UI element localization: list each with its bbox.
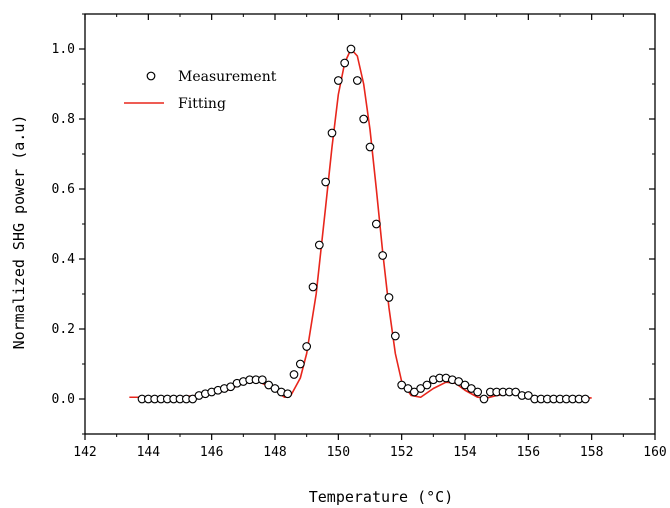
measurement-point: [378, 251, 388, 260]
x-tick-label: 156: [517, 445, 540, 460]
measurement-point: [295, 359, 305, 369]
measurement-point: [289, 370, 299, 379]
y-axis-title: Normalized SHG power (a.u): [10, 115, 28, 350]
measurement-point: [327, 128, 337, 138]
plot-frame: [84, 13, 656, 435]
measurement-point: [314, 240, 324, 250]
y-tick-label: 0.8: [52, 112, 75, 127]
measurement-series: [137, 44, 590, 404]
measurement-point: [384, 293, 394, 302]
measurement-point: [390, 331, 400, 341]
measurement-point: [340, 58, 350, 68]
x-tick-label: 144: [137, 445, 161, 460]
measurement-point: [352, 76, 362, 85]
x-axis-title: Temperature (°C): [309, 488, 454, 506]
legend-label-measurement: Measurement: [178, 69, 277, 85]
plot-area-border: [84, 13, 656, 435]
measurement-point: [333, 76, 343, 85]
measurement-point: [473, 387, 483, 397]
measurement-point: [308, 282, 318, 292]
measurement-point: [321, 177, 331, 187]
y-tick-label: 0.0: [52, 392, 75, 407]
tick-labels: 142 144 146 148 150 152 154 156 158 160 0.0 0.2 0.4 0…: [52, 42, 667, 460]
x-tick-label: 152: [390, 445, 413, 460]
legend-marker-measurement: [146, 71, 156, 81]
measurement-point: [257, 375, 267, 385]
measurement-point: [302, 342, 312, 351]
y-tick-label: 0.6: [52, 182, 75, 197]
measurement-point: [346, 44, 356, 54]
x-tick-label: 154: [453, 445, 477, 460]
measurement-point: [371, 219, 381, 229]
measurement-point: [359, 114, 369, 124]
measurement-point: [422, 380, 432, 390]
x-tick-label: 158: [580, 445, 603, 460]
y-tick-label: 0.4: [52, 252, 76, 267]
x-tick-label: 148: [263, 445, 286, 460]
measurement-point: [580, 394, 590, 404]
legend: Measurement Fitting: [124, 69, 277, 112]
legend-label-fitting: Fitting: [178, 96, 226, 112]
x-tick-label: 142: [73, 445, 96, 460]
y-tick-label: 0.2: [52, 322, 75, 337]
measurement-point: [365, 142, 375, 152]
measurement-point: [479, 394, 489, 404]
axis-ticks: [79, 13, 656, 440]
x-tick-label: 146: [200, 445, 223, 460]
x-tick-label: 160: [643, 445, 666, 460]
x-tick-label: 150: [327, 445, 350, 460]
y-tick-label: 1.0: [52, 42, 75, 57]
measurement-point: [283, 389, 293, 399]
